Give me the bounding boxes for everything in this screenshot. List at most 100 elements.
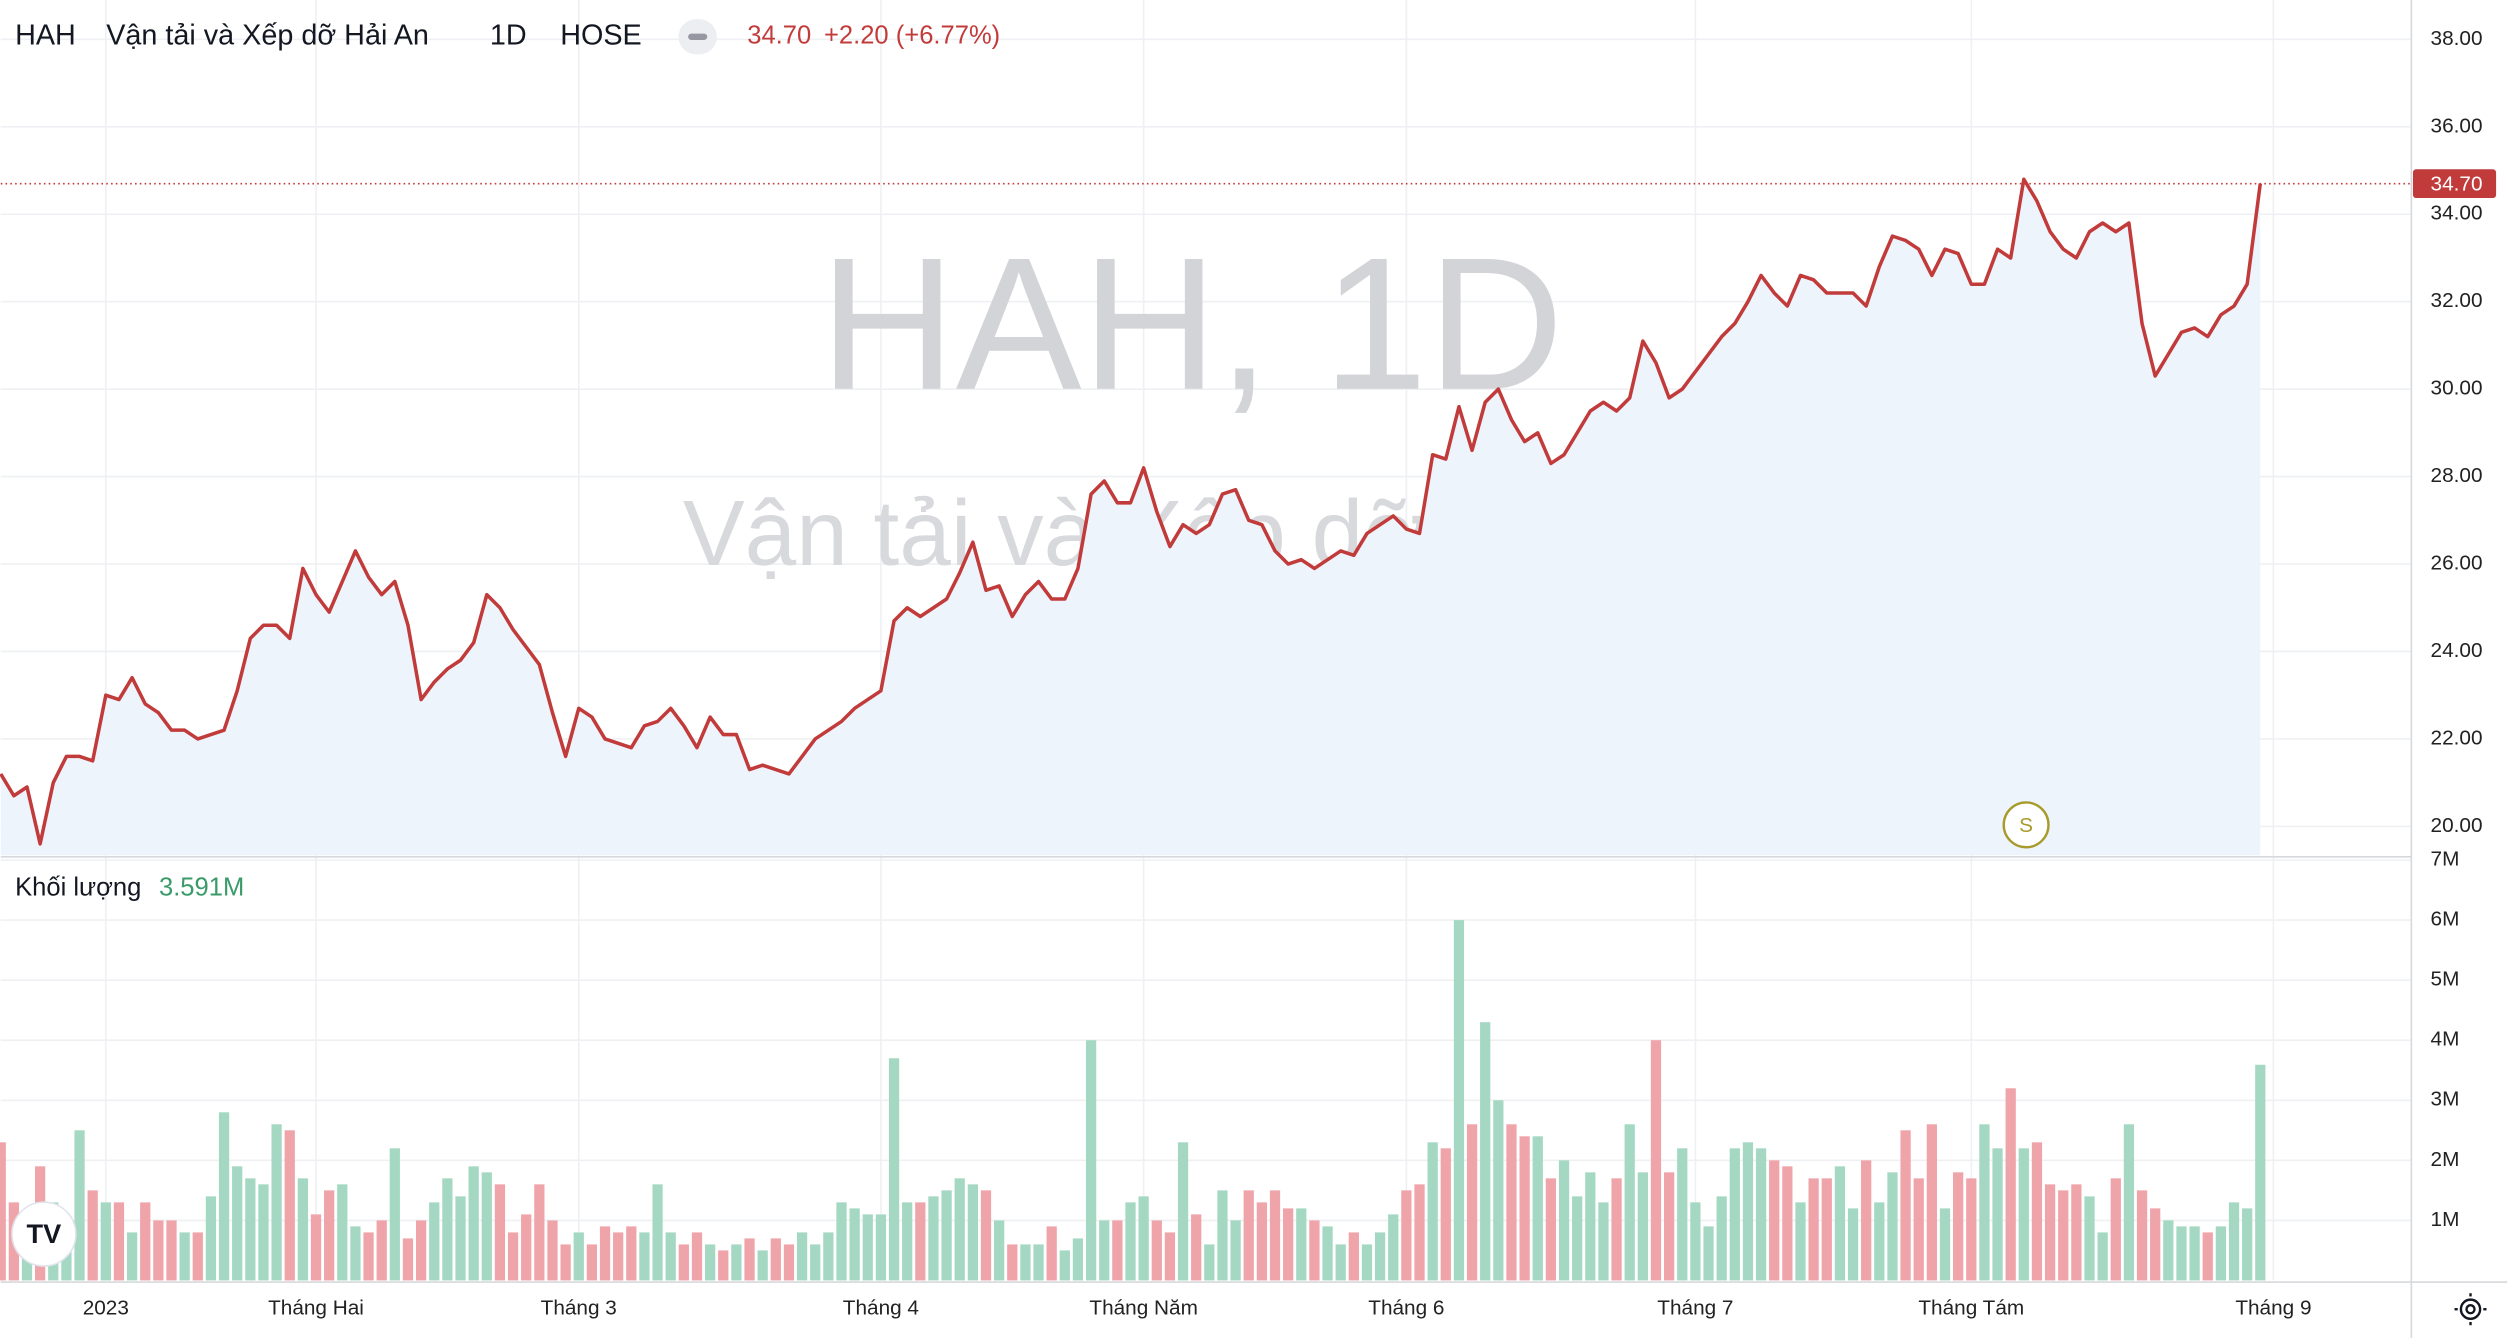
volume-bar [967, 1184, 978, 1281]
volume-bar [718, 1250, 729, 1281]
price-line [0, 177, 2263, 846]
volume-bar [310, 1214, 322, 1281]
split-marker[interactable] [2002, 801, 2050, 849]
volume-bar [87, 1190, 98, 1281]
volume-bar [1191, 1214, 1202, 1281]
y-tick-label: 36.00 [2431, 114, 2483, 137]
volume-bar [1440, 1148, 1451, 1281]
logo[interactable] [11, 1201, 77, 1267]
volume-bar [783, 1244, 795, 1281]
volume-bar [179, 1232, 190, 1281]
y-tick-label: 1M [2431, 1208, 2460, 1231]
exchange: HOSE [560, 19, 642, 51]
x-tick-label: Tháng 7 [1657, 1297, 1733, 1320]
volume-bar [1046, 1226, 1057, 1281]
y-tick-label: 5M [2431, 968, 2460, 991]
volume-bar [1309, 1220, 1320, 1281]
volume-bar [507, 1232, 519, 1281]
volume-bar [2215, 1226, 2226, 1281]
volume-bar [389, 1148, 400, 1281]
volume-bar [1401, 1190, 1412, 1281]
volume-bar [875, 1214, 887, 1281]
volume-bar [2163, 1220, 2174, 1281]
volume-bar [297, 1178, 308, 1281]
volume-bar [691, 1232, 703, 1281]
x-tick-label: Tháng 9 [2235, 1297, 2311, 1320]
y-tick-label: 34.00 [2431, 202, 2483, 225]
volume-bar [1217, 1190, 1228, 1281]
volume-bar [731, 1244, 742, 1281]
volume-bar [888, 1058, 900, 1281]
volume-bar [2150, 1208, 2161, 1281]
volume-bar [757, 1250, 768, 1281]
volume-bar [1243, 1190, 1254, 1281]
volume-bar [1874, 1202, 1885, 1281]
volume-bar [1033, 1244, 1044, 1281]
y-tick-label: 32.00 [2431, 289, 2483, 312]
volume-bar [0, 1142, 6, 1281]
volume-bar [613, 1232, 624, 1281]
volume-bar [494, 1184, 506, 1281]
volume-bar [1414, 1184, 1425, 1281]
volume-bar [744, 1238, 755, 1281]
volume-bar [652, 1184, 663, 1281]
volume-bar [1611, 1178, 1622, 1281]
volume-bar [1742, 1142, 1754, 1281]
volume-bar [770, 1238, 781, 1281]
volume-bar [1821, 1178, 1832, 1281]
y-tick-label: 7M [2431, 848, 2460, 871]
volume-bar [1913, 1178, 1924, 1281]
header: HAH Vận tải và Xếp dỡ Hải An 1D HOSE 34.… [15, 19, 1000, 55]
y-tick-label: 2M [2431, 1148, 2460, 1171]
volume-bar [586, 1244, 598, 1281]
volume-bar [258, 1184, 269, 1281]
volume-bar [2189, 1226, 2200, 1281]
volume-bar [1138, 1196, 1149, 1281]
volume-bar [1690, 1202, 1701, 1281]
volume-bar [836, 1202, 847, 1281]
volume-bar [1585, 1172, 1596, 1281]
volume-bar [1834, 1166, 1846, 1281]
volume-bar [1624, 1124, 1635, 1281]
x-tick-label: Tháng 6 [1368, 1297, 1444, 1320]
volume-bar [678, 1244, 689, 1281]
volume-bar [100, 1202, 111, 1281]
volume-bar [560, 1244, 571, 1281]
volume-bar [1979, 1124, 1990, 1281]
volume-bar [2097, 1232, 2108, 1281]
volume-bar [337, 1184, 348, 1281]
x-tick-label: Tháng Năm [1089, 1297, 1198, 1320]
volume-bar [849, 1208, 860, 1281]
volume-bar [455, 1196, 466, 1281]
volume-bar [2255, 1064, 2266, 1281]
volume-bar [1808, 1178, 1819, 1281]
volume-bar [1374, 1232, 1386, 1281]
volume-bar [324, 1190, 335, 1281]
x-tick-label: Tháng 4 [843, 1297, 919, 1320]
volume-bar [534, 1184, 545, 1281]
volume-bar [954, 1178, 965, 1281]
volume-bar [1151, 1220, 1162, 1281]
volume-bar [205, 1196, 217, 1281]
price-change: +2.20 (+6.77%) [824, 22, 1000, 50]
logo-mark: TV [27, 1218, 62, 1249]
volume-bar [941, 1190, 952, 1281]
volume-bar [1112, 1220, 1123, 1281]
volume-bar [1519, 1136, 1530, 1281]
settings-icon[interactable] [2454, 1293, 2487, 1326]
volume-bar [915, 1202, 926, 1281]
x-tick-label: Tháng 3 [541, 1297, 617, 1320]
volume-bar [1296, 1208, 1307, 1281]
volume-bar [2084, 1196, 2095, 1281]
volume-bar [468, 1166, 479, 1281]
volume-bar [1650, 1040, 1662, 1281]
volume-bar [1335, 1244, 1346, 1281]
volume-bar [442, 1178, 453, 1281]
split-marker-icon: S [2019, 814, 2033, 837]
volume-bar [862, 1214, 873, 1281]
volume-bar [1466, 1124, 1478, 1281]
volume-bar [1099, 1220, 1110, 1281]
y-tick-label: 26.00 [2431, 552, 2483, 575]
y-tick-label: 22.00 [2431, 726, 2483, 749]
